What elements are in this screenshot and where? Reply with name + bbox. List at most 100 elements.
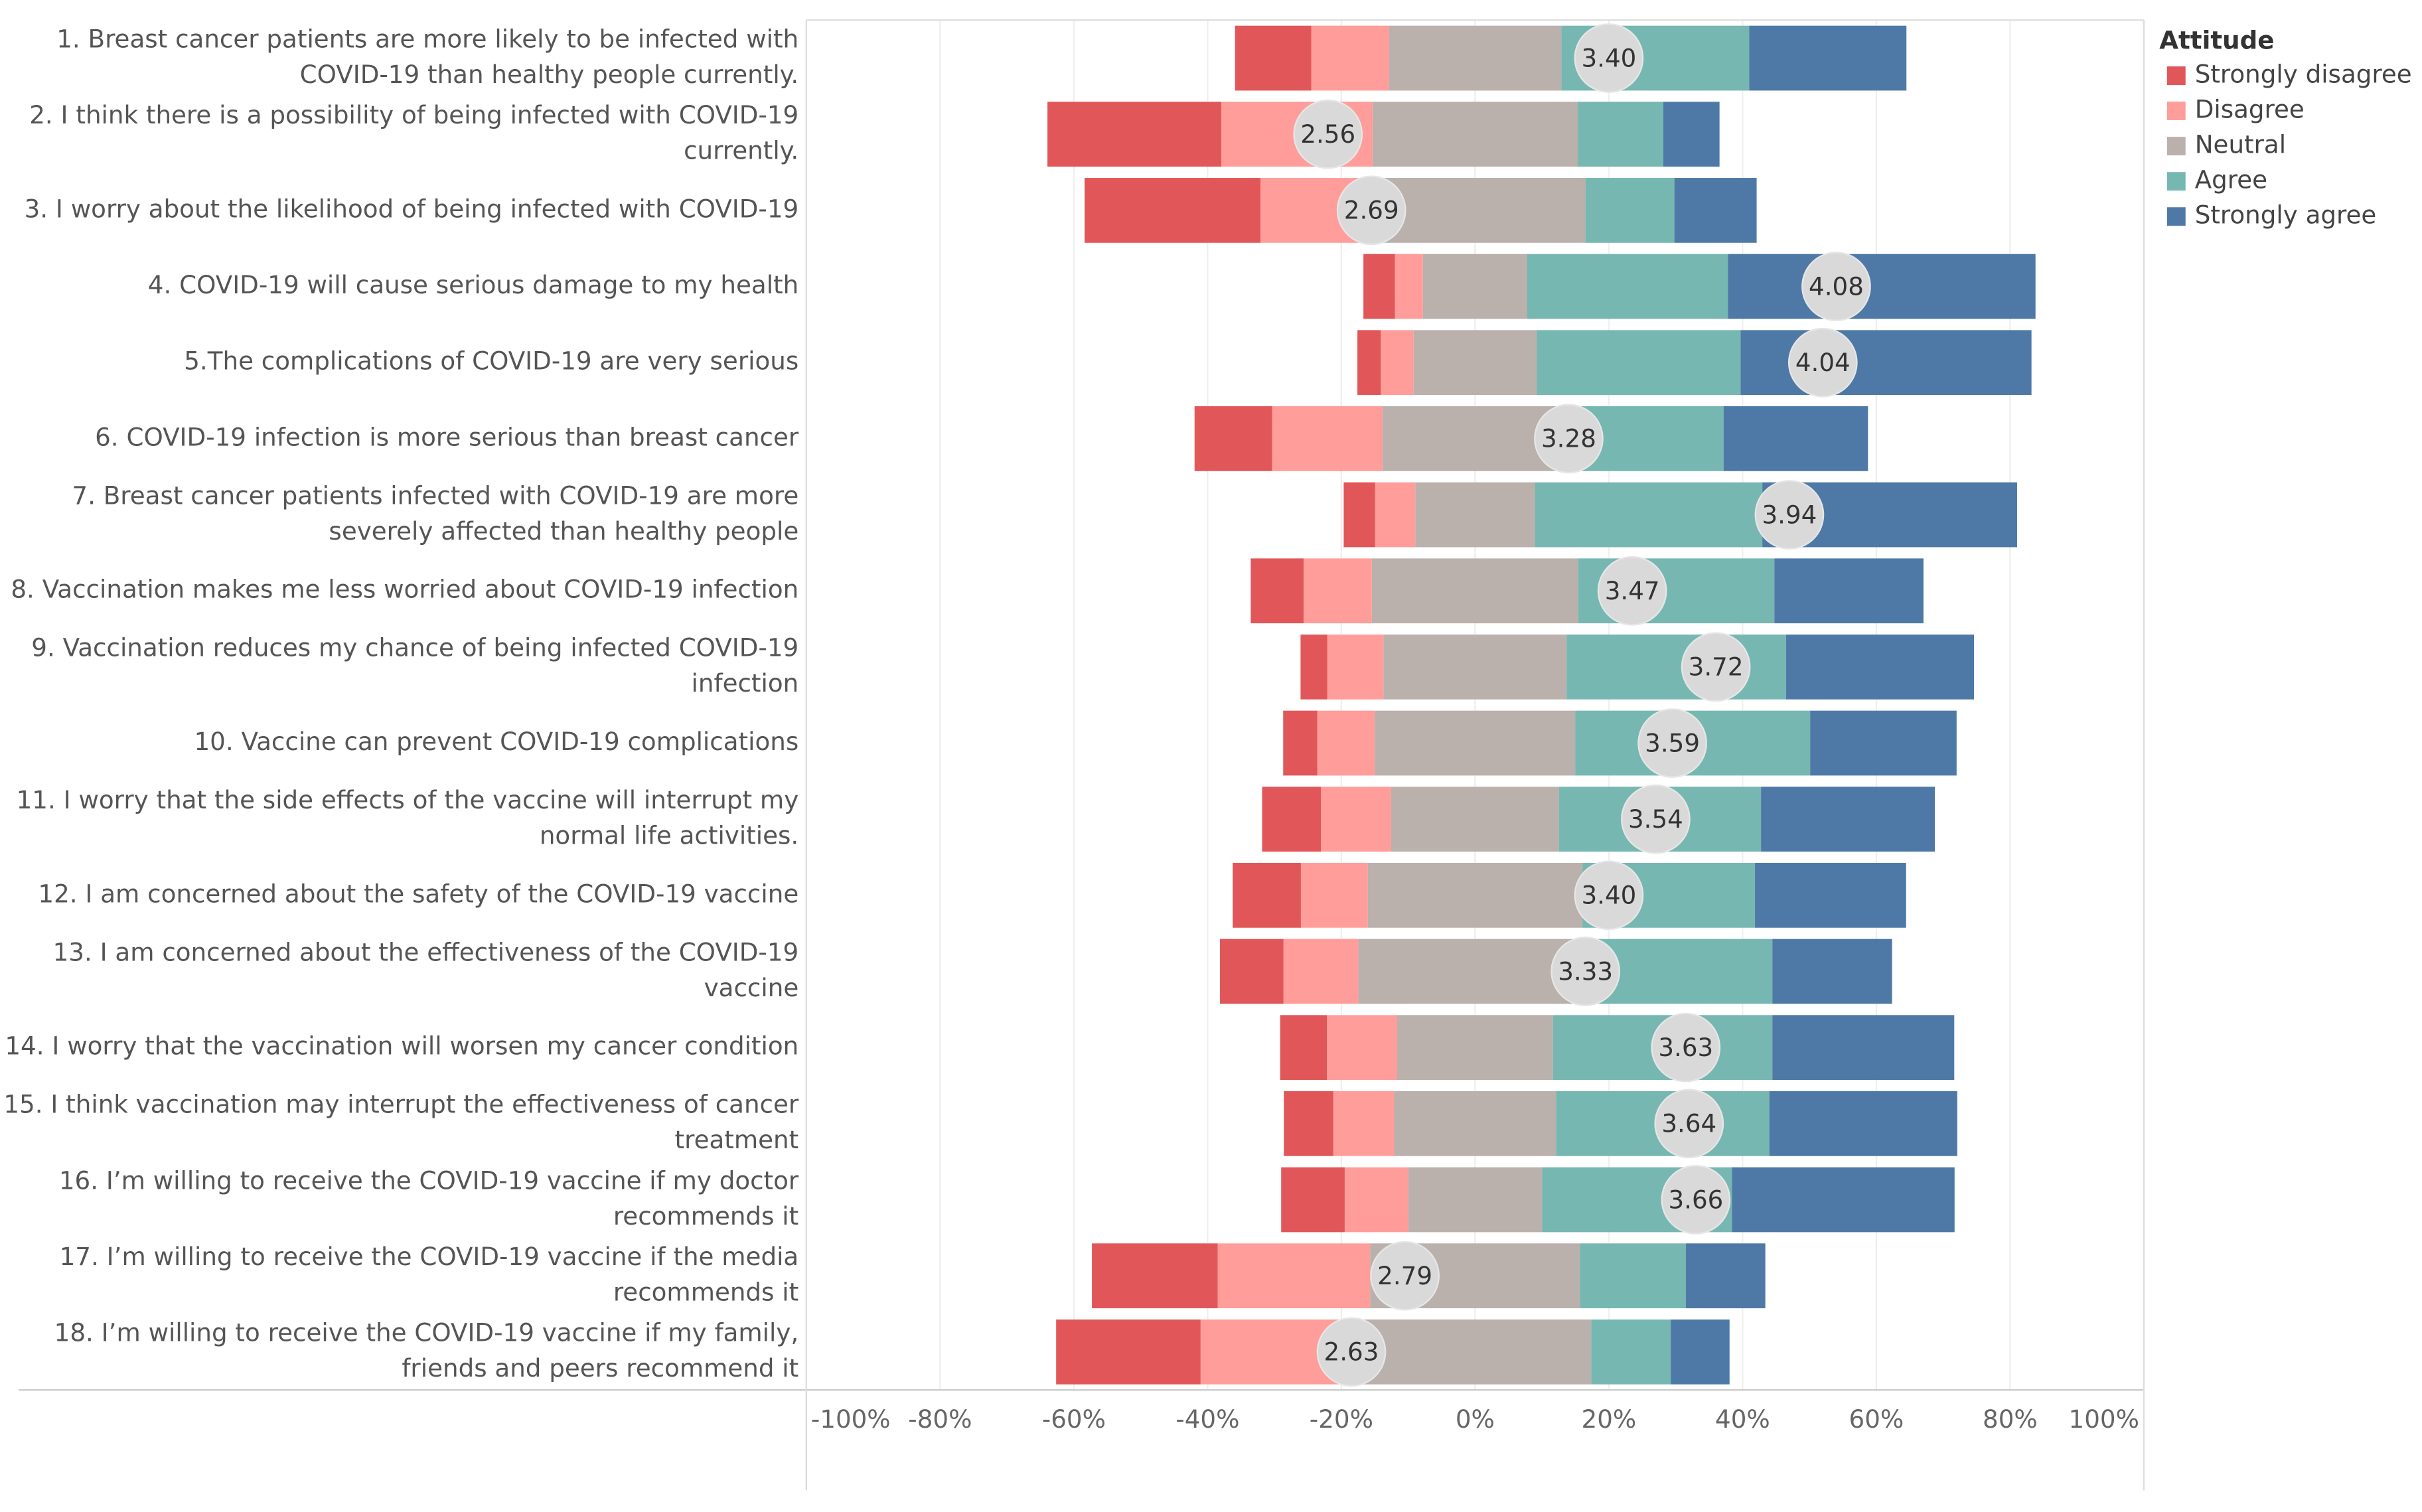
category-label: 3. I worry about the likelihood of being… [25, 194, 799, 223]
category-label: 11. I worry that the side effects of the… [17, 785, 799, 814]
mean-marker [1787, 327, 1858, 398]
bar-segment [1359, 1319, 1592, 1385]
category-label: vaccine [704, 973, 799, 1002]
mean-label: 3.63 [1658, 1033, 1713, 1062]
bar-segment [1303, 558, 1372, 624]
bar-segment [1367, 863, 1583, 928]
bar-segment [1084, 178, 1260, 243]
mean-label: 3.59 [1645, 728, 1700, 757]
bar-segment [1663, 102, 1720, 167]
bar-segment [1395, 254, 1423, 319]
bar-segment [1422, 254, 1527, 319]
x-tick-label: 20% [1582, 1404, 1637, 1434]
bar-segment [1092, 1243, 1218, 1309]
legend-swatch [2166, 207, 2186, 226]
mean-label: 2.79 [1377, 1261, 1432, 1290]
category-label: currently. [684, 136, 798, 165]
category-label: severely affected than healthy people [329, 516, 798, 546]
bar-segment [1220, 939, 1284, 1004]
mean-label: 2.63 [1324, 1337, 1379, 1367]
bar-segment [1769, 1091, 1957, 1156]
legend-swatch [2166, 66, 2186, 85]
bar-segment [1732, 1167, 1955, 1233]
bar-segment [1749, 25, 1907, 91]
x-tick-label: 0% [1456, 1404, 1495, 1434]
mean-marker [1336, 175, 1406, 246]
legend-title: Attitude [2159, 25, 2274, 54]
bar-segment [1674, 178, 1757, 243]
mean-label: 3.40 [1581, 43, 1636, 72]
category-label: COVID-19 than healthy people currently. [300, 60, 799, 89]
mean-marker [1574, 860, 1644, 931]
bar-segment [1413, 330, 1537, 396]
legend-swatch [2166, 137, 2186, 156]
mean-marker [1597, 556, 1667, 626]
bar-segment [1056, 1319, 1201, 1385]
mean-label: 3.64 [1661, 1109, 1716, 1138]
bar-segment [1394, 1091, 1556, 1156]
x-tick-label: 80% [1983, 1404, 2038, 1434]
x-tick-label: 40% [1715, 1404, 1770, 1434]
mean-marker [1534, 404, 1604, 474]
bar-segment [1755, 863, 1906, 928]
bar-segment [1391, 787, 1559, 852]
legend-swatch [2166, 172, 2186, 191]
bar-segment [1389, 25, 1562, 91]
category-label: treatment [675, 1125, 799, 1154]
bar-segment [1363, 254, 1395, 319]
bar-segment [1217, 1243, 1371, 1309]
bar-segment [1785, 635, 1975, 700]
mean-marker [1316, 1317, 1387, 1387]
category-label: 1. Breast cancer patients are more likel… [56, 24, 798, 53]
bar-segment [1194, 406, 1272, 471]
legend-label: Agree [2195, 165, 2267, 194]
bar-segment [1300, 863, 1368, 928]
category-label: 4. COVID-19 will cause serious damage to… [148, 270, 798, 299]
category-label: friends and peers recommend it [402, 1353, 798, 1383]
bar-segment [1774, 558, 1924, 624]
bar-segment [1371, 558, 1579, 624]
mean-label: 4.04 [1795, 348, 1851, 377]
mean-marker [1551, 937, 1620, 1006]
bar-segment [1578, 102, 1664, 167]
bar-segment [1327, 635, 1384, 700]
mean-label: 4.08 [1809, 271, 1864, 301]
mean-marker [1654, 1089, 1724, 1159]
category-label: 13. I am concerned about the effectivene… [53, 937, 799, 966]
bar-segment [1671, 1319, 1730, 1385]
bar-segment [1284, 1091, 1333, 1156]
mean-marker [1637, 708, 1707, 778]
mean-marker [1370, 1241, 1440, 1311]
mean-marker [1621, 784, 1691, 854]
category-label: 17. I’m willing to receive the COVID-19 … [60, 1242, 799, 1271]
category-label: 15. I think vaccination may interrupt th… [3, 1090, 799, 1119]
x-tick-label: 60% [1849, 1404, 1904, 1434]
bar-segment [1397, 1015, 1553, 1081]
category-label: infection [692, 668, 799, 698]
bar-segment [1381, 330, 1414, 396]
bar-segment [1728, 254, 2036, 319]
bar-segment [1321, 787, 1391, 852]
category-label: recommends it [613, 1201, 798, 1231]
mean-marker [1293, 99, 1363, 169]
bar-segment [1566, 635, 1786, 700]
bar-segment [1327, 1015, 1398, 1081]
mean-label: 2.56 [1300, 119, 1355, 149]
bar-segment [1580, 1243, 1686, 1309]
bar-segment [1585, 178, 1675, 243]
bar-segment [1740, 330, 2032, 396]
bar-segment [1281, 1167, 1345, 1233]
x-tick-label: -80% [908, 1404, 972, 1434]
bar-segment [1372, 102, 1578, 167]
bar-segment [1535, 482, 1763, 548]
mean-label: 2.69 [1344, 196, 1399, 225]
mean-label: 3.72 [1689, 652, 1744, 682]
mean-label: 3.47 [1605, 576, 1660, 605]
bar-segment [1375, 482, 1416, 548]
mean-label: 3.40 [1581, 881, 1636, 910]
bar-segment [1235, 25, 1312, 91]
bar-segment [1311, 25, 1389, 91]
bar-segment [1283, 710, 1318, 776]
category-label: 16. I’m willing to receive the COVID-19 … [59, 1166, 799, 1195]
bar-segment [1233, 863, 1301, 928]
